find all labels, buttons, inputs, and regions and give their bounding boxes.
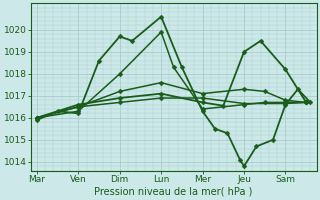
X-axis label: Pression niveau de la mer( hPa ): Pression niveau de la mer( hPa ) bbox=[94, 187, 253, 197]
